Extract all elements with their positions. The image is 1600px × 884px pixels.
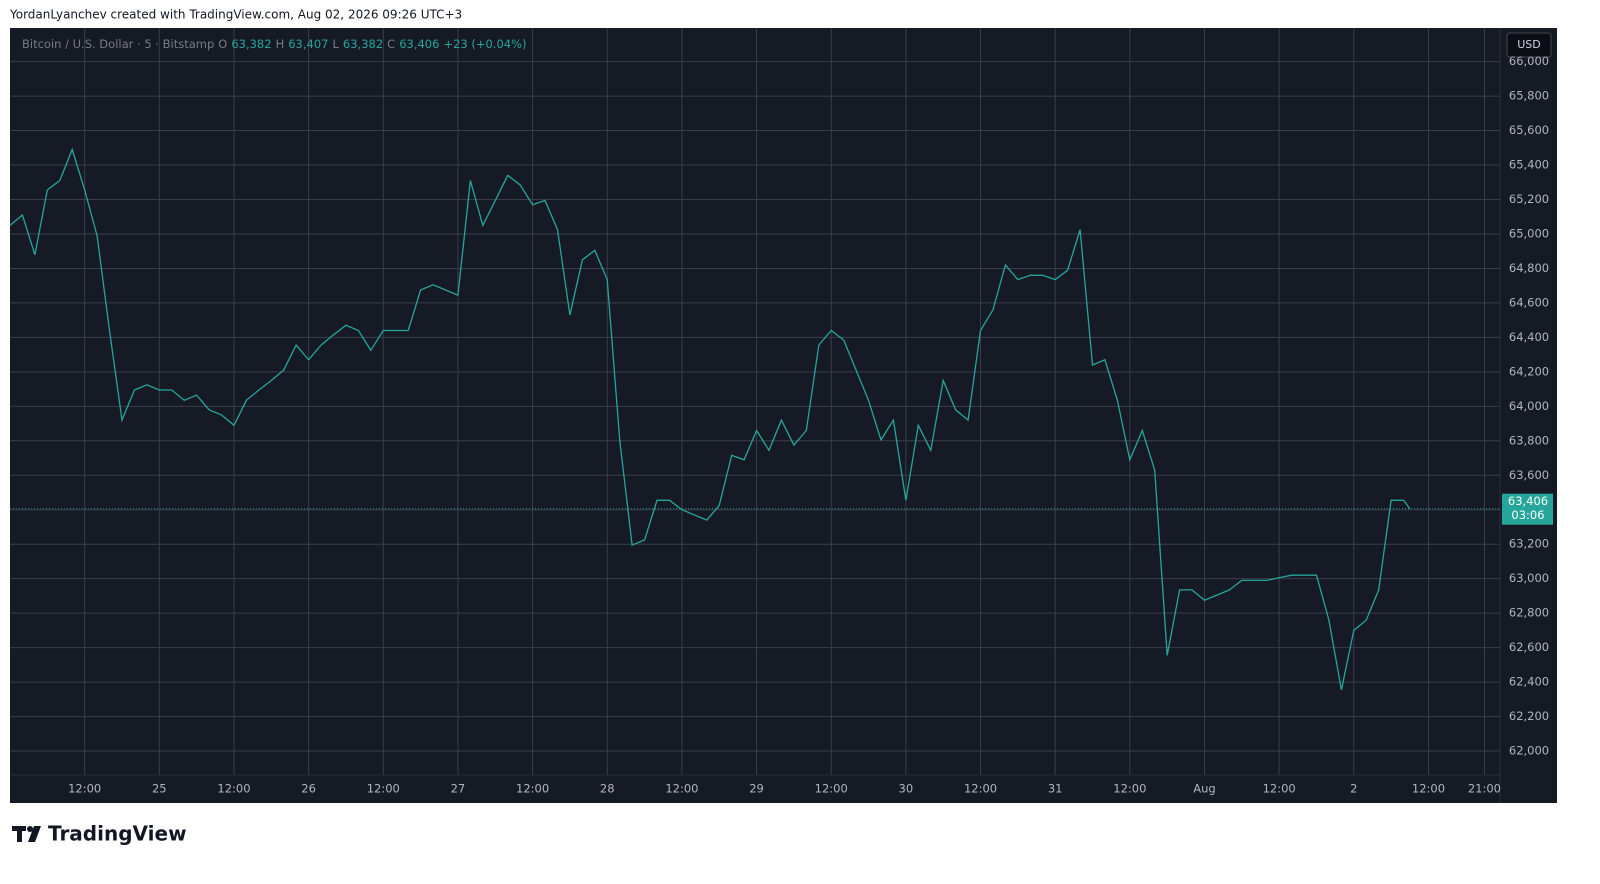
attribution: YordanLyanchev created with TradingView.… (9, 8, 462, 22)
y-tick-label: 64,200 (1509, 364, 1549, 378)
change: +23 (+0.04%) (443, 37, 526, 51)
legend: Bitcoin / U.S. Dollar · 5 · Bitstamp O 63,… (22, 37, 527, 51)
y-tick-label: 62,400 (1509, 675, 1549, 689)
y-tick-label: 64,000 (1509, 399, 1549, 413)
x-tick-label: 12:00 (68, 782, 101, 796)
y-tick-label: 65,200 (1509, 192, 1549, 206)
x-tick-label: 12:00 (665, 782, 698, 796)
x-tick-label: 28 (600, 782, 615, 796)
y-tick-label: 62,200 (1509, 709, 1549, 723)
x-tick-label: 12:00 (217, 782, 250, 796)
ohlc-value: 63,382 (343, 37, 383, 51)
y-tick-label: 63,800 (1509, 433, 1549, 447)
x-tick-label: 2 (1350, 782, 1357, 796)
x-tick-label: 12:00 (516, 782, 549, 796)
y-tick-label: 62,000 (1509, 744, 1549, 758)
y-tick-label: 62,600 (1509, 640, 1549, 654)
ohlc-key: H (276, 37, 285, 51)
x-tick-label: Aug (1193, 782, 1215, 796)
y-tick-label: 62,800 (1509, 606, 1549, 620)
ohlc-key: L (332, 37, 339, 51)
x-tick-label: 31 (1048, 782, 1063, 796)
logo-shape (27, 826, 33, 832)
price-line (9, 147, 1411, 691)
y-tick-label: 64,800 (1509, 261, 1549, 275)
ohlc-key: C (387, 37, 395, 51)
ohlc-value: 63,406 (399, 37, 439, 51)
last-price-label: 63,406 (1508, 494, 1548, 508)
currency-label: USD (1517, 38, 1541, 51)
x-tick-label: 12:00 (367, 782, 400, 796)
x-tick-label: 12:00 (1263, 782, 1296, 796)
x-tick-label: 12:00 (964, 782, 997, 796)
y-tick-label: 65,400 (1509, 158, 1549, 172)
y-tick-label: 65,600 (1509, 123, 1549, 137)
brand: TradingView (48, 822, 187, 846)
y-tick-label: 63,000 (1509, 571, 1549, 585)
y-tick-label: 64,600 (1509, 295, 1549, 309)
x-tick-label: 25 (152, 782, 167, 796)
ohlc-value: 63,407 (288, 37, 328, 51)
y-tick-label: 65,000 (1509, 226, 1549, 240)
last-price-box (1502, 493, 1553, 525)
ohlc-value: 63,382 (231, 37, 271, 51)
y-tick-label: 65,800 (1509, 89, 1549, 103)
chart-panel (10, 28, 1557, 803)
ohlc-key: O (218, 37, 227, 51)
currency-button[interactable] (1506, 32, 1552, 58)
x-tick-label: 12:00 (1412, 782, 1445, 796)
x-tick-label: 26 (301, 782, 316, 796)
logo: TradingView (12, 822, 187, 846)
x-tick-label: 12:00 (1113, 782, 1146, 796)
y-tick-label: 63,600 (1509, 468, 1549, 482)
logo-shape (28, 826, 41, 842)
countdown-label: 03:06 (1511, 508, 1544, 522)
x-tick-label: 29 (749, 782, 764, 796)
logo-shape (17, 826, 22, 842)
y-tick-label: 66,000 (1509, 54, 1549, 68)
y-tick-label: 63,200 (1509, 537, 1549, 551)
x-tick-label: 27 (451, 782, 466, 796)
x-tick-label: 30 (899, 782, 914, 796)
plot (9, 28, 1500, 775)
x-tick-label: 12:00 (815, 782, 848, 796)
symbol: Bitcoin / U.S. Dollar · 5 · Bitstamp (22, 37, 214, 51)
x-tick-label: 21:00 (1468, 782, 1501, 796)
y-tick-label: 64,400 (1509, 330, 1549, 344)
